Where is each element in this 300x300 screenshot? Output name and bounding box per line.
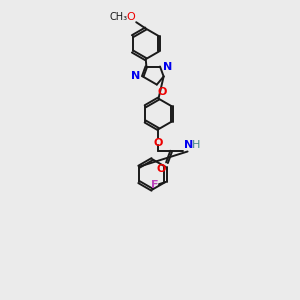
Text: CH₃: CH₃ <box>109 12 127 22</box>
Text: O: O <box>158 87 167 97</box>
Text: O: O <box>157 164 166 174</box>
Text: N: N <box>163 61 172 71</box>
Text: H: H <box>192 140 200 150</box>
Text: N: N <box>184 140 193 150</box>
Text: O: O <box>154 138 163 148</box>
Text: F: F <box>151 180 158 190</box>
Text: N: N <box>131 71 140 82</box>
Text: O: O <box>126 12 135 22</box>
